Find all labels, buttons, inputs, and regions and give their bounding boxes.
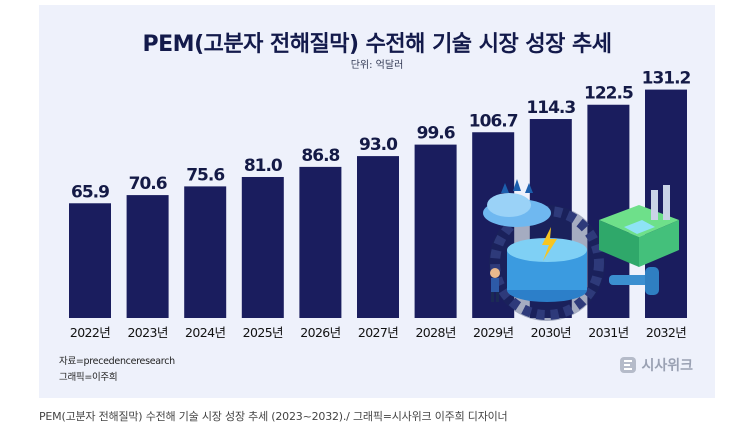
chart-title: PEM(고분자 전해질막) 수전해 기술 시장 성장 추세 [142,32,612,57]
category-label: 2024년 [185,325,225,340]
hydrogen-plant-illustration [483,179,679,321]
value-label: 122.5 [584,84,633,104]
category-label: 2030년 [531,325,571,340]
category-label: 2023년 [127,325,167,340]
bar-2026년 [299,166,342,318]
value-label: 114.3 [526,98,575,118]
brand-logo: 시사위크 [619,355,693,375]
unit-label: 단위: 억달러 [350,60,404,71]
bar-2022년 [69,203,111,318]
value-label: 81.0 [244,156,283,176]
category-label: 2022년 [70,325,110,340]
labels-group: 65.9 2022년 70.6 2023년 75.6 2024년 81.0 2025년 86.8… [70,69,692,340]
value-label: 99.6 [417,124,455,144]
bar-2028년 [414,144,457,318]
value-label: 75.6 [186,165,224,185]
bar-2024년 [184,186,227,318]
image-caption: PEM(고분자 전해질막) 수전해 기술 시장 성장 추세 (2023~2032… [39,410,508,423]
bars-group [69,89,687,319]
category-label: 2026년 [300,325,340,340]
bar-2023년 [126,195,169,318]
category-label: 2028년 [415,325,455,340]
category-label: 2031년 [588,325,628,340]
source-credit: 자료=precedenceresearch [59,356,175,367]
category-label: 2032년 [646,325,686,340]
chart-panel: PEM(고분자 전해질막) 수전해 기술 시장 성장 추세 단위: 억달러 [39,5,715,398]
value-label: 70.6 [129,174,167,194]
bar-chart: 65.9 2022년 70.6 2023년 75.6 2024년 81.0 2025년 86.8… [69,69,692,340]
value-label: 65.9 [71,182,109,202]
graphic-credit: 그래픽=이주희 [59,372,118,383]
value-label: 106.7 [469,111,518,131]
value-label: 86.8 [301,146,339,166]
category-label: 2025년 [243,325,283,340]
value-label: 93.0 [359,135,398,155]
category-label: 2029년 [473,325,513,340]
brand-name: 시사위크 [641,358,693,374]
bar-2027년 [357,156,399,318]
category-label: 2027년 [358,325,398,340]
sisaweek-logo-icon [620,357,637,373]
bar-2025년 [241,176,284,318]
value-label: 131.2 [642,69,691,89]
